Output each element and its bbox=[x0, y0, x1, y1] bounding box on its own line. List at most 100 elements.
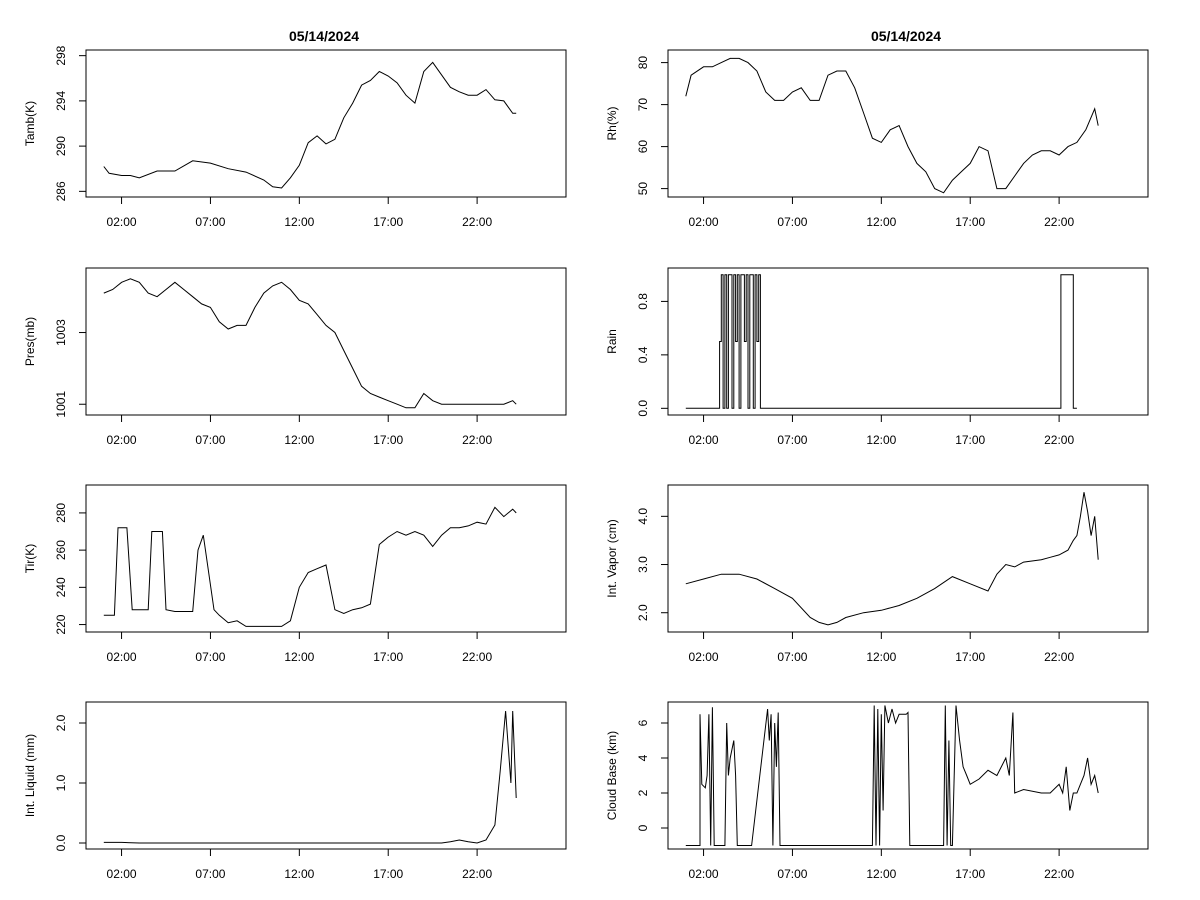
y-tick-label: 0.0 bbox=[54, 834, 68, 851]
y-axis-label: Int. Vapor (cm) bbox=[605, 519, 619, 597]
y-tick-label: 2.0 bbox=[54, 714, 68, 731]
x-tick-label: 17:00 bbox=[373, 867, 403, 881]
x-tick-label: 12:00 bbox=[284, 650, 314, 664]
plot-frame bbox=[85, 267, 567, 416]
chart-panel-right-0: 05/14/2024 Rh(%) 50 60 70 80 02:00 07:00 12:00 17… bbox=[605, 28, 1149, 229]
y-axis-label: Pres(mb) bbox=[23, 317, 37, 366]
x-tick-label: 22:00 bbox=[1044, 650, 1074, 664]
x-tick-label: 07:00 bbox=[777, 433, 807, 447]
y-axis-label: Tamb(K) bbox=[23, 101, 37, 146]
plot-frame bbox=[85, 49, 567, 198]
series-line-tamb-k bbox=[103, 61, 517, 189]
chart-title: 05/14/2024 bbox=[289, 28, 359, 44]
y-tick-label: 1001 bbox=[54, 391, 68, 418]
y-tick-label: 260 bbox=[54, 540, 68, 560]
x-tick-label: 07:00 bbox=[195, 867, 225, 881]
x-tick-label: 22:00 bbox=[462, 215, 492, 229]
x-tick-label: 07:00 bbox=[195, 215, 225, 229]
plot-frame bbox=[85, 701, 567, 850]
x-tick-label: 17:00 bbox=[373, 650, 403, 664]
chart-panel-left-1: Pres(mb) 1001 1003 02:00 07:00 12:00 17:00 22:0… bbox=[23, 267, 567, 447]
x-tick-label: 07:00 bbox=[777, 867, 807, 881]
x-tick-label: 07:00 bbox=[777, 650, 807, 664]
x-tick-label: 17:00 bbox=[955, 433, 985, 447]
y-tick-label: 290 bbox=[54, 136, 68, 156]
y-tick-label: 220 bbox=[54, 614, 68, 634]
chart-panel-right-1: Rain 0.0 0.4 0.8 02:00 07:00 12:00 17:00 22:00 bbox=[605, 267, 1149, 447]
chart-panel-right-3: Cloud Base (km) 0 2 4 6 02:00 07:00 12:00 17:00 2… bbox=[605, 701, 1149, 881]
x-tick-label: 12:00 bbox=[866, 215, 896, 229]
plot-frame bbox=[667, 267, 1149, 416]
x-tick-label: 17:00 bbox=[955, 650, 985, 664]
x-tick-label: 17:00 bbox=[955, 215, 985, 229]
x-tick-label: 02:00 bbox=[107, 433, 137, 447]
x-tick-label: 02:00 bbox=[107, 650, 137, 664]
y-axis-label: Tir(K) bbox=[23, 544, 37, 574]
y-tick-label: 286 bbox=[54, 181, 68, 201]
x-tick-label: 22:00 bbox=[1044, 215, 1074, 229]
y-axis-label: Rain bbox=[605, 329, 619, 354]
series-line-rain bbox=[685, 274, 1077, 409]
x-tick-label: 22:00 bbox=[462, 650, 492, 664]
x-tick-label: 12:00 bbox=[284, 215, 314, 229]
series-line-cloud-base-km bbox=[685, 705, 1099, 846]
plot-frame bbox=[667, 49, 1149, 198]
y-axis-label: Int. Liquid (mm) bbox=[23, 734, 37, 817]
x-tick-label: 07:00 bbox=[195, 433, 225, 447]
y-tick-label: 60 bbox=[636, 140, 650, 154]
x-tick-label: 12:00 bbox=[866, 433, 896, 447]
y-tick-label: 3.0 bbox=[636, 556, 650, 573]
x-tick-label: 02:00 bbox=[107, 867, 137, 881]
x-tick-label: 02:00 bbox=[689, 650, 719, 664]
y-tick-label: 280 bbox=[54, 503, 68, 523]
x-tick-label: 12:00 bbox=[866, 867, 896, 881]
y-axis-label: Cloud Base (km) bbox=[605, 731, 619, 820]
x-tick-label: 22:00 bbox=[1044, 867, 1074, 881]
x-tick-label: 12:00 bbox=[866, 650, 896, 664]
series-line-rh bbox=[685, 57, 1099, 194]
x-tick-label: 07:00 bbox=[195, 650, 225, 664]
chart-panel-right-2: Int. Vapor (cm) 2.0 3.0 4.0 02:00 07:00 12:00 1… bbox=[605, 484, 1149, 664]
x-tick-label: 12:00 bbox=[284, 867, 314, 881]
y-tick-label: 6 bbox=[636, 719, 650, 726]
y-tick-label: 80 bbox=[636, 56, 650, 70]
y-tick-label: 0.4 bbox=[636, 346, 650, 363]
y-tick-label: 294 bbox=[54, 91, 68, 111]
x-tick-label: 17:00 bbox=[373, 433, 403, 447]
x-tick-label: 17:00 bbox=[955, 867, 985, 881]
x-tick-label: 02:00 bbox=[107, 215, 137, 229]
series-line-tir-k bbox=[103, 506, 517, 627]
x-tick-label: 12:00 bbox=[284, 433, 314, 447]
y-tick-label: 4 bbox=[636, 754, 650, 761]
plot-frame bbox=[85, 484, 567, 633]
y-tick-label: 240 bbox=[54, 577, 68, 597]
x-tick-label: 22:00 bbox=[462, 867, 492, 881]
chart-panel-left-2: Tir(K) 220 240 260 280 02:00 07:00 12:00 17:00 22… bbox=[23, 484, 567, 664]
y-tick-label: 70 bbox=[636, 98, 650, 112]
y-tick-label: 298 bbox=[54, 45, 68, 65]
y-tick-label: 0.8 bbox=[636, 293, 650, 310]
x-tick-label: 02:00 bbox=[689, 215, 719, 229]
y-tick-label: 50 bbox=[636, 182, 650, 196]
x-tick-label: 02:00 bbox=[689, 867, 719, 881]
plot-frame bbox=[667, 484, 1149, 633]
x-tick-label: 17:00 bbox=[373, 215, 403, 229]
chart-panel-left-3: Int. Liquid (mm) 0.0 1.0 2.0 02:00 07:00 12:00… bbox=[23, 701, 567, 881]
chart-title: 05/14/2024 bbox=[871, 28, 941, 44]
x-tick-label: 22:00 bbox=[1044, 433, 1074, 447]
y-tick-label: 1.0 bbox=[54, 774, 68, 791]
x-tick-label: 22:00 bbox=[462, 433, 492, 447]
y-tick-label: 0.0 bbox=[636, 400, 650, 417]
y-tick-label: 4.0 bbox=[636, 508, 650, 525]
y-tick-label: 0 bbox=[636, 824, 650, 831]
series-line-pres-mb bbox=[103, 278, 517, 409]
series-line-int-liquid-mm bbox=[103, 710, 517, 844]
chart-panel-left-0: 05/14/2024 Tamb(K) 286 290 294 298 02:00 07:00 1… bbox=[23, 28, 567, 229]
plot-frame bbox=[667, 701, 1149, 850]
series-line-int-vapor-cm bbox=[685, 492, 1099, 626]
y-tick-label: 2.0 bbox=[636, 604, 650, 621]
y-axis-label: Rh(%) bbox=[605, 106, 619, 140]
y-tick-label: 1003 bbox=[54, 319, 68, 346]
y-tick-label: 2 bbox=[636, 789, 650, 796]
